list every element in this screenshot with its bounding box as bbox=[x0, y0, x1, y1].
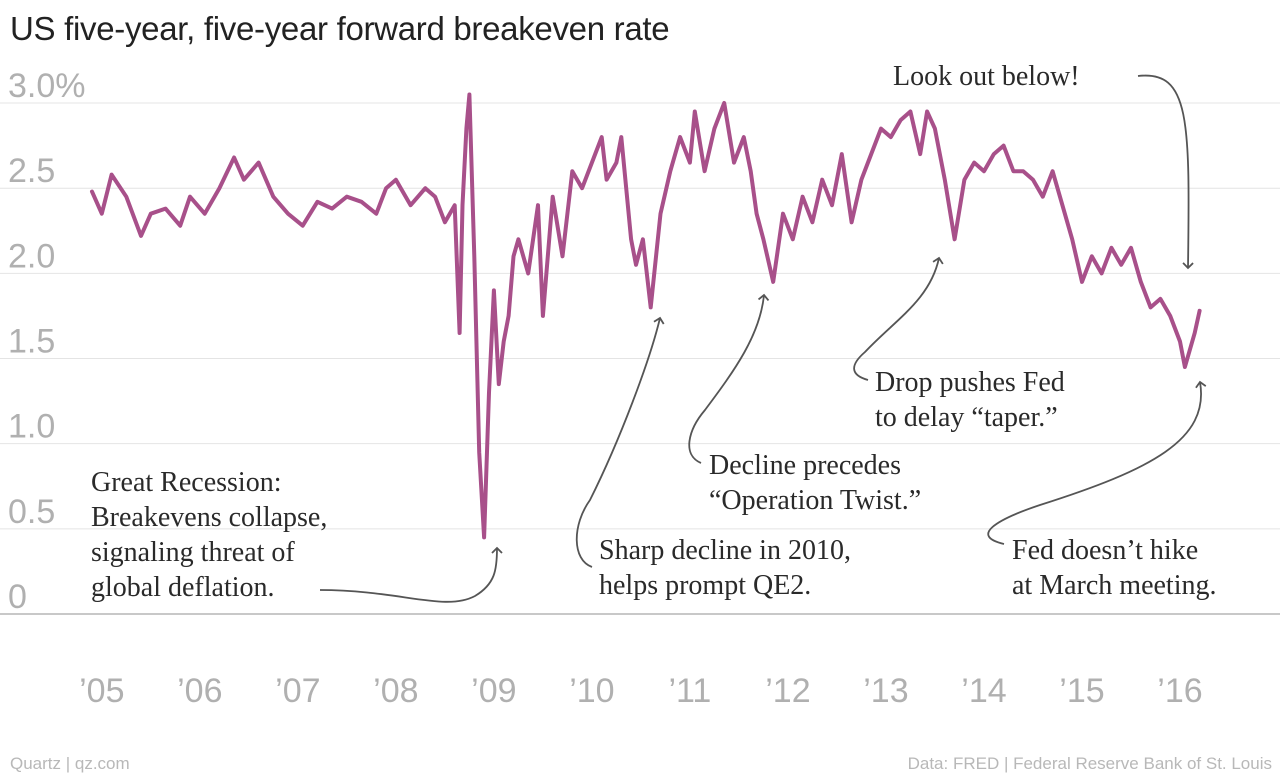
series-layer bbox=[90, 92, 1202, 540]
x-tick-label: ’10 bbox=[569, 672, 614, 710]
data-source: Data: FRED | Federal Reserve Bank of St.… bbox=[907, 754, 1272, 773]
x-tick-label: ’06 bbox=[177, 672, 222, 710]
annotation-text: Decline precedes “Operation Twist.” bbox=[709, 450, 921, 516]
y-tick-label: 3.0% bbox=[8, 67, 86, 105]
annotation-line: “Operation Twist.” bbox=[709, 485, 921, 516]
x-tick-labels: ’05 ’06 ’07 ’08 ’09 ’10 ’11 ’12 ’13 ’14 ’15 ’16 bbox=[79, 672, 1203, 710]
annotation-line: helps prompt QE2. bbox=[599, 570, 811, 601]
annotation-text: Drop pushes Fed to delay “taper.” bbox=[875, 367, 1065, 433]
annotation: Drop pushes Fed to delay “taper.” bbox=[853, 256, 1065, 433]
x-tick-label: ’16 bbox=[1157, 672, 1202, 710]
y-tick-label: 1.0 bbox=[8, 408, 55, 446]
annotation: Sharp decline in 2010, helps prompt QE2. bbox=[575, 316, 851, 601]
annotation-line: global deflation. bbox=[91, 572, 275, 603]
x-tick-label: ’13 bbox=[863, 672, 908, 710]
x-tick-label: ’12 bbox=[765, 672, 810, 710]
annotation-line: to delay “taper.” bbox=[875, 402, 1058, 433]
y-tick-label: 1.5 bbox=[8, 323, 55, 361]
annotation-line: Drop pushes Fed bbox=[875, 367, 1065, 398]
annotation: Fed doesn’t hike at March meeting. bbox=[987, 380, 1216, 601]
y-tick-labels: 0 0.5 1.0 1.5 2.0 2.5 3.0% bbox=[8, 67, 86, 616]
annotation-arrow bbox=[688, 293, 770, 464]
x-tick-label: ’09 bbox=[471, 672, 516, 710]
source-credit: Quartz | qz.com bbox=[10, 754, 130, 773]
x-tick-label: ’15 bbox=[1059, 672, 1104, 710]
x-tick-label: ’14 bbox=[961, 672, 1006, 710]
annotation-line: Great Recession: bbox=[91, 467, 282, 498]
annotation: Great Recession: Breakevens collapse, sign… bbox=[91, 467, 503, 603]
x-tick-label: ’05 bbox=[79, 672, 124, 710]
annotation-arrow bbox=[319, 546, 503, 603]
grid-lines bbox=[0, 102, 1280, 615]
annotation-text: Look out below! bbox=[893, 61, 1080, 92]
x-tick-label: ’11 bbox=[668, 672, 711, 710]
annotation-line: Look out below! bbox=[893, 61, 1080, 92]
annotation: Look out below! bbox=[893, 61, 1194, 270]
y-tick-label: 0.5 bbox=[8, 493, 55, 531]
series-line bbox=[90, 92, 1202, 540]
annotation-text: Sharp decline in 2010, helps prompt QE2. bbox=[599, 535, 851, 601]
annotation-line: Breakevens collapse, bbox=[91, 502, 327, 533]
y-tick-label: 0 bbox=[8, 578, 27, 616]
annotations: Great Recession: Breakevens collapse, sign… bbox=[91, 61, 1216, 603]
annotation-arrow bbox=[1137, 74, 1194, 270]
annotation-arrow bbox=[853, 256, 944, 381]
annotation-line: at March meeting. bbox=[1012, 570, 1216, 601]
annotation-line: Fed doesn’t hike bbox=[1012, 535, 1198, 566]
annotation-line: Sharp decline in 2010, bbox=[599, 535, 851, 566]
annotation-line: signaling threat of bbox=[91, 537, 295, 568]
annotation-arrow bbox=[987, 380, 1207, 545]
y-tick-label: 2.5 bbox=[8, 152, 55, 190]
chart-title: US five-year, five-year forward breakeve… bbox=[10, 10, 670, 47]
annotation: Decline precedes “Operation Twist.” bbox=[688, 293, 921, 516]
annotation-arrow bbox=[575, 316, 665, 568]
x-tick-label: ’08 bbox=[373, 672, 418, 710]
x-tick-label: ’07 bbox=[275, 672, 320, 710]
annotation-text: Fed doesn’t hike at March meeting. bbox=[1012, 535, 1216, 601]
y-tick-label: 2.0 bbox=[8, 237, 55, 275]
annotation-text: Great Recession: Breakevens collapse, sign… bbox=[91, 467, 327, 603]
annotation-line: Decline precedes bbox=[709, 450, 901, 481]
